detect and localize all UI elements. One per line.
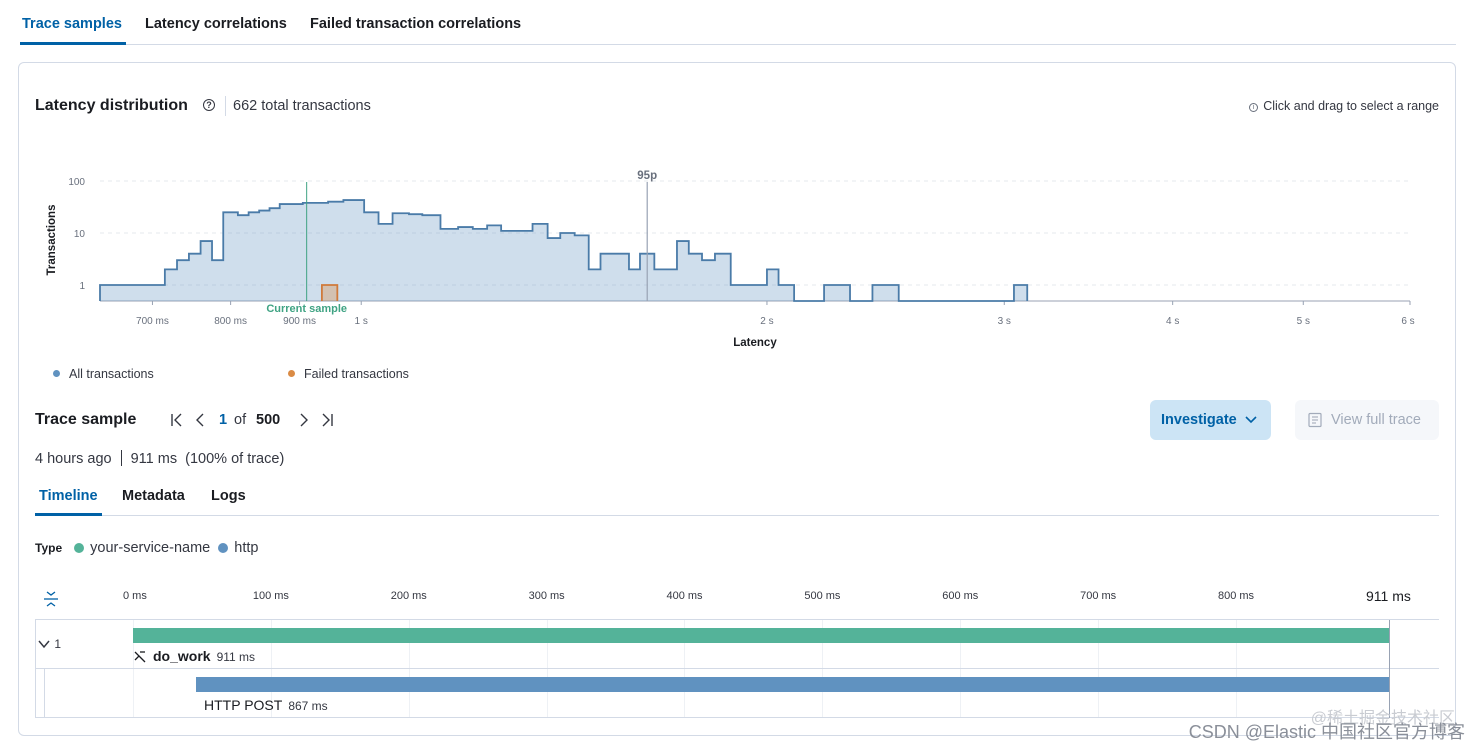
timeline-gridline <box>546 620 548 718</box>
meta-separator <box>120 450 122 466</box>
next-page-icon[interactable] <box>298 411 310 434</box>
help-icon[interactable]: ? <box>203 99 215 111</box>
tab-failed-transaction-correlations[interactable]: Failed transaction correlations <box>310 16 522 32</box>
timeline-tick-label: 600 ms <box>942 590 979 602</box>
legend-all-label: All transactions <box>69 367 154 381</box>
waterfall <box>35 619 1439 718</box>
active-tab-indicator <box>20 42 126 45</box>
page-of: of <box>234 412 247 428</box>
investigate-button[interactable]: Investigate <box>1150 400 1271 440</box>
trace-age: 4 hours ago <box>35 451 112 467</box>
waterfall-row-divider <box>35 668 1439 669</box>
timeline-gridline <box>408 620 410 718</box>
tab-timeline[interactable]: Timeline <box>39 488 98 504</box>
collapse-all-icon[interactable] <box>43 590 59 608</box>
timeline-tick-label: 0 ms <box>123 590 147 602</box>
view-full-trace-button[interactable]: View full trace <box>1295 400 1439 440</box>
chevron-down-icon <box>1245 416 1257 424</box>
watermark: CSDN @Elastic 中国社区官方博客 <box>1188 722 1465 742</box>
total-transactions: 662 total transactions <box>233 98 371 114</box>
trace-percent: (100% of trace) <box>185 451 285 467</box>
drag-hint: i Click and drag to select a range <box>1249 99 1439 113</box>
watermark-back: @稀土掘金技术社区 <box>1310 710 1455 727</box>
type-legend: Type your-service-name http <box>35 540 258 556</box>
trace-sub-tabs: Timeline Metadata Logs <box>35 480 1439 516</box>
first-page-icon[interactable] <box>170 411 184 434</box>
latency-distribution-title: Latency distribution <box>35 97 188 114</box>
timeline-total-label: 911 ms <box>1366 588 1411 604</box>
row-child-count: 1 <box>54 637 62 651</box>
tab-metadata[interactable]: Metadata <box>122 488 185 504</box>
chevron-down-icon <box>38 640 50 649</box>
timeline-gridline <box>1235 620 1237 718</box>
timeline-tick-label: 800 ms <box>1217 590 1255 602</box>
http-dot <box>218 543 229 553</box>
tab-logs[interactable]: Logs <box>211 488 246 504</box>
type-label: Type <box>35 541 63 555</box>
timeline-tick-label: 400 ms <box>666 590 703 602</box>
title-divider <box>225 96 226 116</box>
legend-dot-all <box>53 370 60 377</box>
last-page-icon[interactable] <box>320 411 334 434</box>
span-bar-do-work[interactable] <box>133 628 1389 643</box>
tab-latency-correlations[interactable]: Latency correlations <box>145 16 287 32</box>
timeline-gridline <box>684 620 686 718</box>
timeline-tick-label: 100 ms <box>252 590 289 602</box>
timeline-tick-label: 500 ms <box>804 590 841 602</box>
legend-failed-transactions[interactable]: Failed transactions <box>288 367 409 381</box>
type-service-name: your-service-name <box>90 540 211 556</box>
transaction-icon <box>134 651 146 663</box>
trace-samples-panel <box>18 62 1456 736</box>
span-bar-http-post[interactable] <box>196 677 1389 692</box>
investigate-label: Investigate <box>1161 412 1237 428</box>
document-icon <box>1308 412 1322 428</box>
trace-sample-title: Trace sample <box>35 411 137 428</box>
timeline-gridline <box>270 620 272 718</box>
timeline-tick-label: 300 ms <box>528 590 565 602</box>
waterfall-child-guide <box>44 669 45 718</box>
legend-failed-label: Failed transactions <box>304 367 409 381</box>
span-name-do-work: do_work <box>153 648 211 664</box>
span-name-http-post: HTTP POST <box>204 697 283 713</box>
timeline-gridline <box>822 620 824 718</box>
view-full-trace-label: View full trace <box>1331 412 1421 428</box>
previous-page-icon[interactable] <box>194 411 206 434</box>
timeline-gridline <box>133 620 134 718</box>
drag-hint-text: Click and drag to select a range <box>1263 99 1439 113</box>
waterfall-bottom-border <box>35 717 1439 718</box>
type-http: http <box>234 540 259 556</box>
timeline-tick-label: 200 ms <box>390 590 427 602</box>
legend-all-transactions[interactable]: All transactions <box>53 367 154 381</box>
row-toggle[interactable]: 1 <box>37 637 61 651</box>
span-label-do-work[interactable]: do_work 911 ms <box>133 648 255 664</box>
timeline-tick-label: 700 ms <box>1080 590 1117 602</box>
chart-brush-area[interactable] <box>100 175 1410 302</box>
page-total: 500 <box>256 412 281 428</box>
trace-duration: 911 ms <box>130 451 178 467</box>
service-dot <box>74 543 85 553</box>
active-subtab-indicator <box>35 513 102 516</box>
timeline-gridline <box>1098 620 1100 718</box>
span-duration-http-post: 867 ms <box>288 699 328 713</box>
span-label-http-post[interactable]: HTTP POST 867 ms <box>204 697 328 713</box>
waterfall-left-border <box>35 620 36 718</box>
page-current[interactable]: 1 <box>219 412 228 428</box>
span-duration-do-work: 911 ms <box>216 650 256 664</box>
info-icon: i <box>1249 103 1259 112</box>
top-tabs: Trace samples Latency correlations Faile… <box>20 0 1456 45</box>
trace-meta: 4 hours ago 911 ms (100% of trace) <box>35 450 284 467</box>
legend-dot-failed <box>288 370 295 377</box>
waterfall-end-marker <box>1389 620 1390 718</box>
tab-trace-samples[interactable]: Trace samples <box>22 16 122 32</box>
timeline-gridline <box>960 620 962 718</box>
